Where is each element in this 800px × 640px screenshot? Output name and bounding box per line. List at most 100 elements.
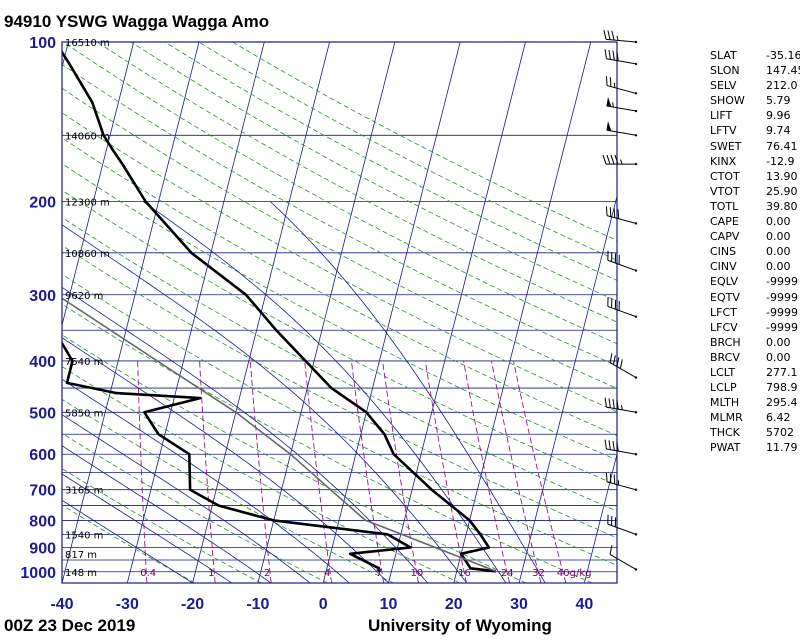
wind-barb-base: [634, 109, 638, 113]
wind-barb: [603, 30, 638, 44]
wind-barb-feather: [619, 359, 623, 369]
wind-barb: [606, 121, 638, 137]
index-row: THCK 5702: [710, 425, 796, 440]
index-row: SHOW 5.79: [710, 93, 796, 108]
index-key: LCLP: [710, 381, 737, 395]
index-key: BRCH: [710, 335, 741, 349]
index-row: SELV 212.0: [710, 78, 798, 93]
mixing-ratio-label: 10: [410, 568, 423, 579]
index-value: -9999: [766, 275, 798, 289]
pressure-tick-label: 800: [29, 513, 56, 530]
mixing-ratio-line: [199, 360, 216, 583]
index-row: KINX -12.9: [710, 154, 796, 169]
pressure-tick-label: 300: [29, 288, 56, 305]
index-value: 5702: [766, 426, 794, 440]
index-key: SLON: [710, 64, 740, 78]
pressure-tick-label: 900: [29, 541, 56, 558]
wind-barb-base: [634, 411, 638, 414]
dry-adiabat: [164, 42, 617, 281]
index-key: SELV: [710, 79, 737, 93]
dry-adiabat: [62, 137, 617, 437]
wind-barb-base: [634, 269, 638, 272]
index-value: 0.00: [766, 215, 791, 229]
wind-barb-shaft: [607, 305, 637, 318]
isotherm-line: [62, 42, 135, 327]
index-key: PWAT: [710, 441, 741, 455]
index-key: CTOT: [710, 169, 740, 183]
index-key: CINS: [710, 245, 737, 259]
wind-barb: [607, 250, 638, 272]
index-row: BRCH 0.00: [710, 335, 796, 350]
sounding-profiles: [62, 49, 497, 573]
wind-barb-half-feather: [616, 35, 619, 41]
wind-barb-feather: [608, 398, 611, 408]
dry-adiabat: [130, 42, 617, 302]
index-value: -9999: [766, 320, 798, 334]
pressure-tick-label: 500: [29, 405, 56, 422]
index-value: 6.42: [766, 411, 791, 425]
wind-barb-shaft: [606, 406, 637, 413]
index-row: PWAT 11.79: [710, 440, 798, 455]
mixing-ratio-label: 4: [324, 568, 330, 579]
index-value: -9999: [766, 305, 798, 319]
dry-adiabat: [62, 189, 617, 486]
dry-adiabat: [62, 163, 617, 461]
wind-barb-feather: [603, 30, 607, 40]
dry-adiabat: [62, 273, 617, 566]
wind-barb-feather: [608, 440, 611, 450]
moist-adiabat: [62, 445, 272, 583]
index-value: 0.00: [766, 260, 791, 274]
temperature-tick-label: 10: [380, 596, 398, 613]
mixing-ratio-label: 24: [501, 568, 514, 579]
wind-barb: [609, 545, 638, 571]
dry-adiabat: [62, 398, 394, 583]
index-row: LCLT 277.1: [710, 365, 798, 380]
wind-barb-feather: [606, 154, 611, 165]
parcel-profile: [62, 297, 497, 573]
wind-barb-feather: [612, 355, 616, 365]
index-value: 76.41: [766, 139, 798, 153]
wind-barb-feather: [602, 154, 607, 165]
index-row: SLAT -35.16: [710, 48, 800, 63]
temperature-tick-label: -30: [116, 596, 139, 613]
index-value: 11.79: [766, 441, 798, 455]
wind-barb-base: [634, 40, 638, 44]
wind-barb: [605, 472, 638, 491]
wind-barb-feather: [605, 76, 608, 86]
wind-barb-feather: [605, 206, 608, 216]
isotherm-line: [583, 452, 617, 583]
index-row: BRCV 0.00: [710, 350, 796, 365]
wind-barb-feather: [604, 439, 607, 450]
pressure-tick-label: 400: [29, 354, 56, 371]
wind-barb-feather: [604, 49, 607, 59]
wind-barb-feather: [609, 77, 612, 87]
index-row: VTOT 25.90: [710, 184, 798, 199]
stability-indices-panel: SLAT-35.16SLON147.45SELV212.0SHOW5.79LIF…: [710, 48, 800, 456]
height-label: 3165 m: [65, 486, 103, 497]
pressure-tick-label: 200: [29, 194, 56, 211]
wind-barb: [605, 76, 638, 95]
wind-barb-shaft: [607, 259, 637, 271]
index-value: 0.00: [766, 230, 791, 244]
index-value: 212.0: [766, 79, 798, 93]
wind-barb-base: [634, 488, 638, 491]
index-row: TOTL 39.80: [710, 199, 798, 214]
index-key: MLMR: [710, 411, 743, 425]
wind-barb: [604, 49, 638, 66]
wind-barb-feather: [605, 472, 608, 482]
index-row: CAPV 0.00: [710, 229, 796, 244]
index-value: 9.74: [766, 124, 791, 138]
wind-barb: [609, 353, 638, 379]
height-label: 16510 m: [65, 38, 110, 49]
index-key: LIFT: [710, 109, 733, 123]
index-key: LCLT: [710, 365, 736, 379]
height-label: 148 m: [65, 568, 97, 579]
temperature-tick-label: -40: [50, 596, 73, 613]
temperature-tick-label: 0: [319, 596, 328, 613]
dry-adiabat: [63, 42, 617, 345]
index-value: 0.00: [766, 350, 791, 364]
wind-barb-feather: [609, 353, 613, 363]
wind-barb-feather: [609, 545, 613, 555]
pressure-tick-label: 700: [29, 483, 56, 500]
wind-barb-pennant: [606, 96, 612, 107]
